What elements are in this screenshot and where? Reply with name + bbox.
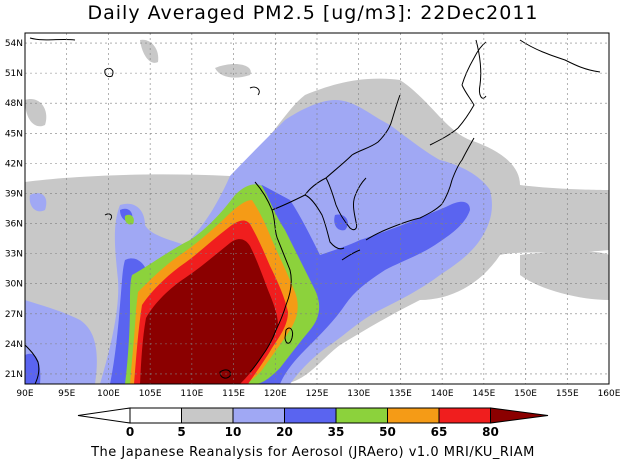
lat-tick-label: 33N [5,250,23,260]
lon-tick-label: 150E [514,389,537,399]
colorbar-level-label: 10 [225,425,242,439]
lon-tick-label: 160E [598,389,621,399]
colorbar-swatch [438,407,491,424]
lat-tick-label: 54N [5,39,23,49]
lon-tick-label: 100E [97,389,120,399]
colorbar-swatch [181,407,234,424]
colorbar-arrow-high [490,407,549,424]
lat-tick-label: 30N [5,280,23,290]
colorbar-swatch [129,407,182,424]
map-title: Daily Averaged PM2.5 [ug/m3]: 22Dec2011 [87,2,539,24]
pm25-band-80-plus [140,239,278,384]
lon-tick-label: 120E [264,389,287,399]
colorbar-swatch [387,407,440,424]
map-frame [24,32,610,385]
lat-tick-label: 48N [5,99,23,109]
lat-tick-label: 24N [5,340,23,350]
colorbar-level-label: 35 [328,425,345,439]
colorbar-level-label: 0 [126,425,134,439]
footer-credit: The Japanese Reanalysis for Aerosol (JRA… [91,445,535,460]
lon-tick-label: 90E [16,389,33,399]
lon-tick-labels: 90E 95E 100E 105E 110E 115E 120E 125E 130E 135E 14… [16,389,620,399]
lat-tick-label: 36N [5,220,23,230]
colorbar-arrow-low [77,407,131,424]
lon-tick-label: 110E [180,389,203,399]
lon-tick-label: 135E [389,389,412,399]
lat-tick-label: 51N [5,69,23,79]
colorbar-level-label: 20 [276,425,293,439]
colorbar-swatch [335,407,388,424]
lon-tick-label: 140E [431,389,454,399]
colorbar-level-label: 80 [482,425,499,439]
lat-tick-label: 21N [5,370,23,380]
map-gridlines [25,33,609,384]
colorbar-swatch [284,407,337,424]
lon-tick-label: 95E [58,389,75,399]
lon-tick-label: 145E [472,389,495,399]
colorbar-swatch [232,407,285,424]
colorbar-level-label: 50 [379,425,396,439]
colorbar: 0 5 10 20 35 50 65 80 [77,407,549,439]
lon-tick-label: 155E [556,389,579,399]
lon-tick-label: 115E [222,389,245,399]
lat-tick-labels: 54N 51N 48N 45N 42N 39N 36N 33N 30N 27N 24N 21N [5,39,23,380]
colorbar-level-label: 65 [431,425,448,439]
lat-tick-label: 42N [5,159,23,169]
colorbar-level-label: 5 [177,425,185,439]
lat-tick-label: 45N [5,129,23,139]
lon-tick-label: 125E [306,389,329,399]
lat-tick-label: 39N [5,189,23,199]
lat-tick-label: 27N [5,310,23,320]
lon-tick-label: 105E [139,389,162,399]
lon-tick-label: 130E [347,389,370,399]
